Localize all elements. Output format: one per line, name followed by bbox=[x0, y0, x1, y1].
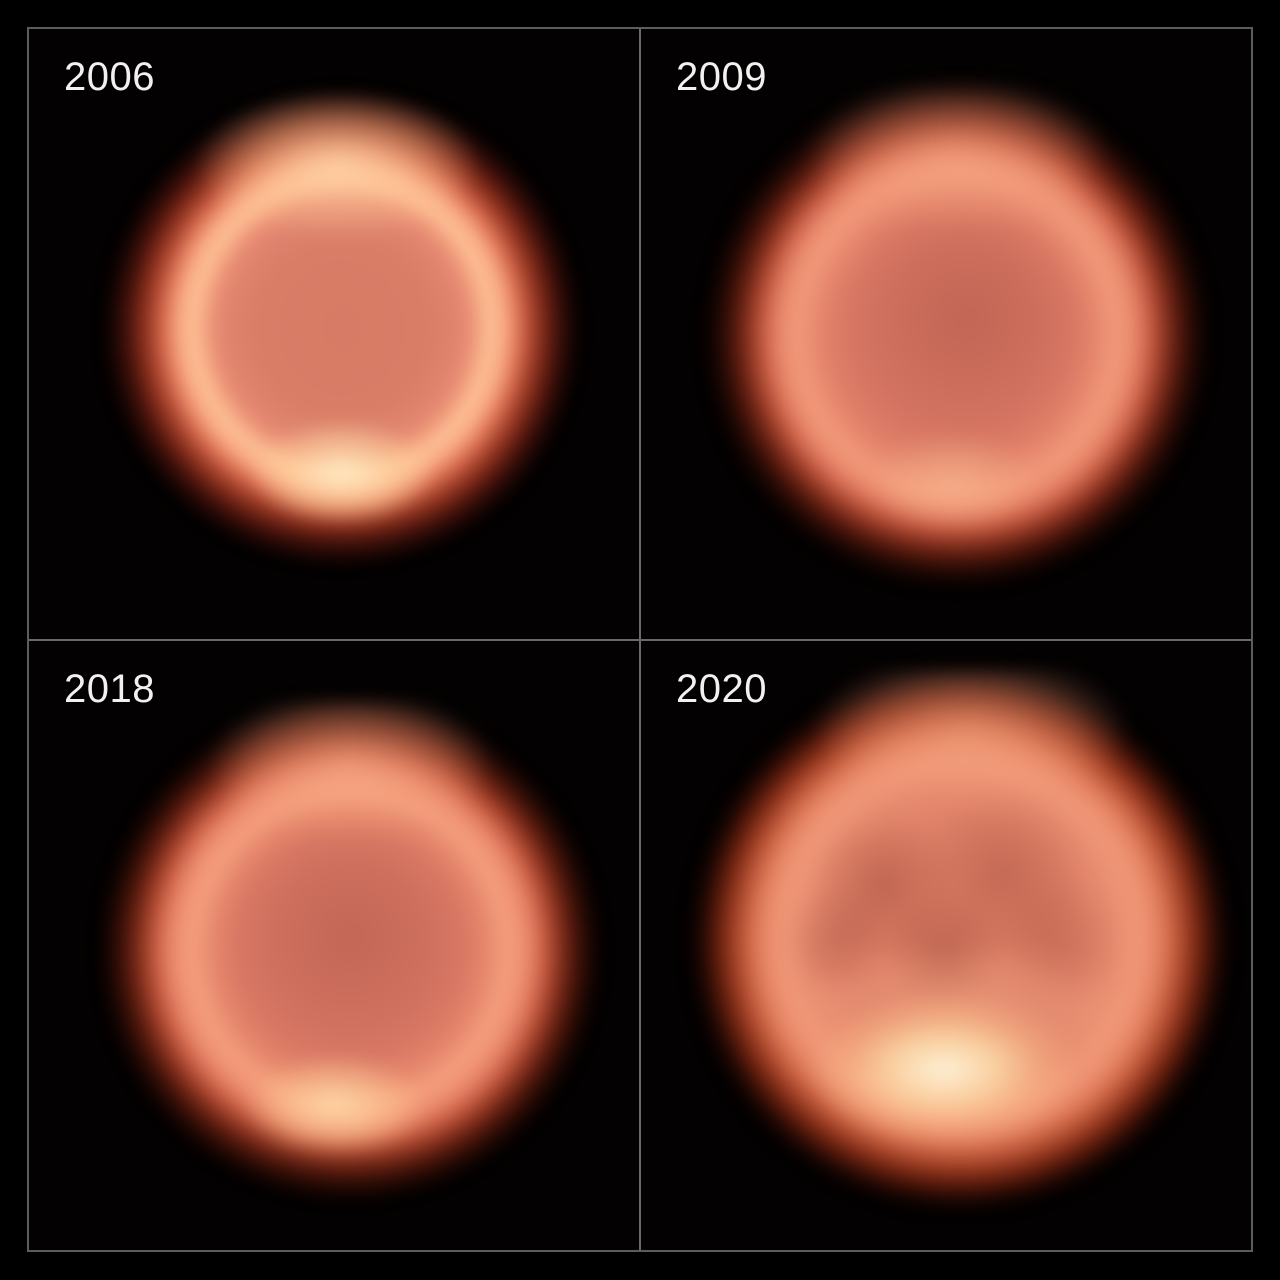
year-label-2020: 2020 bbox=[676, 666, 767, 711]
panel-2009: 2009 bbox=[641, 29, 1251, 639]
planet-disc-2020 bbox=[690, 669, 1230, 1210]
panel-2006: 2006 bbox=[29, 29, 639, 639]
image-frame: 2006 2009 2018 2020 bbox=[27, 27, 1253, 1252]
planet-disc-2006 bbox=[102, 88, 582, 568]
year-label-2006: 2006 bbox=[64, 55, 155, 99]
panel-2020: 2020 bbox=[641, 640, 1251, 1250]
year-label-2018: 2018 bbox=[64, 666, 155, 711]
year-label-2009: 2009 bbox=[676, 55, 767, 99]
panel-2018: 2018 bbox=[29, 640, 639, 1250]
planet-disc-2018 bbox=[100, 699, 600, 1200]
planet-disc-2009 bbox=[707, 85, 1207, 585]
